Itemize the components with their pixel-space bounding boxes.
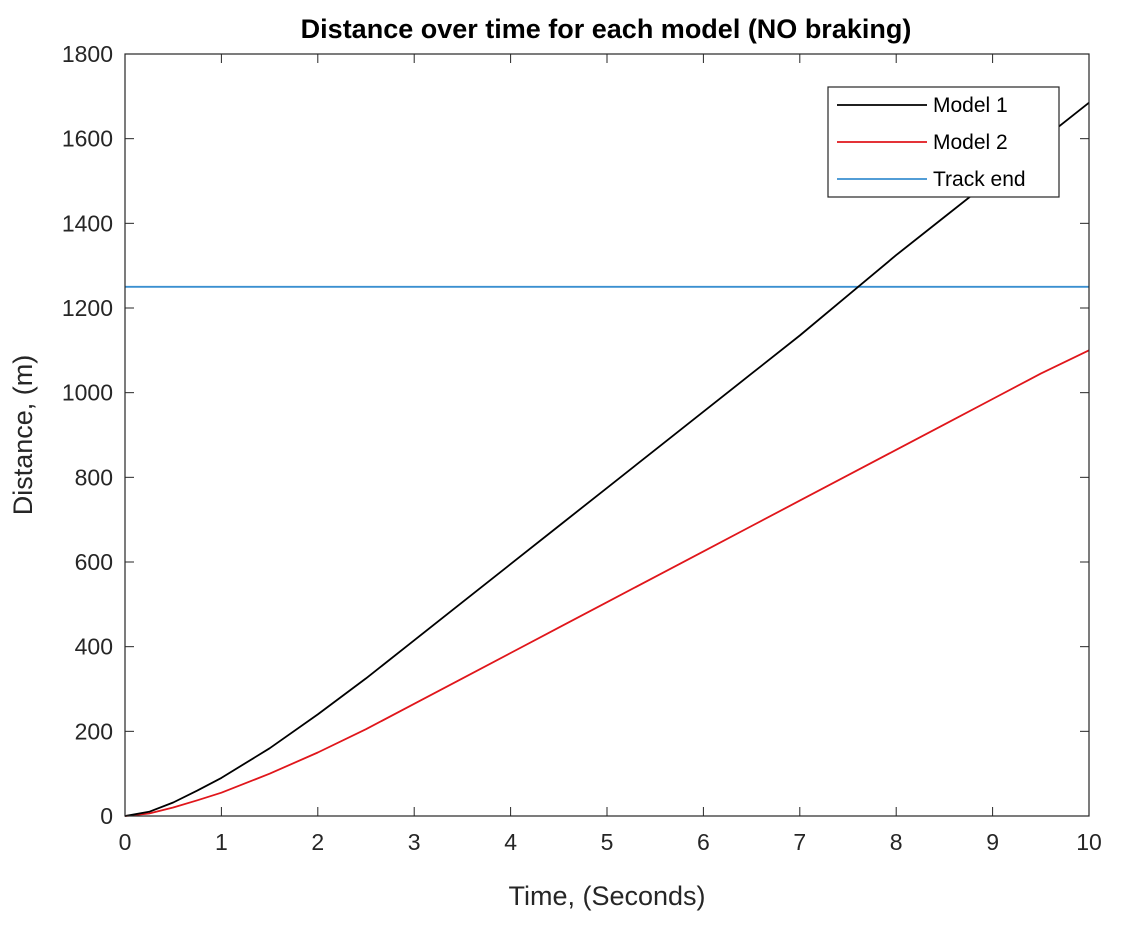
y-tick-label: 0 bbox=[100, 803, 113, 829]
x-tick-label: 9 bbox=[986, 829, 999, 855]
series-line-model-1 bbox=[124, 101, 1090, 817]
y-tick-label: 1800 bbox=[62, 41, 113, 67]
x-tick-label: 8 bbox=[890, 829, 903, 855]
x-axis-label: Time, (Seconds) bbox=[508, 881, 705, 911]
legend-label-model-1: Model 1 bbox=[933, 94, 1008, 117]
y-tick-label: 1600 bbox=[62, 126, 113, 152]
y-tick-label: 1000 bbox=[62, 380, 113, 406]
x-tick-label: 2 bbox=[311, 829, 324, 855]
legend: Model 1 Model 2 Track end bbox=[827, 86, 1060, 198]
legend-label-track-end: Track end bbox=[933, 168, 1026, 191]
ticks-layer: 0 1 2 3 4 5 6 7 8 9 10 0 200 400 600 800 1000 1200 1400 160… bbox=[62, 41, 1102, 855]
series-line-model-2 bbox=[124, 349, 1090, 817]
chart-title: Distance over time for each model (NO br… bbox=[301, 14, 912, 44]
x-tick-label: 0 bbox=[119, 829, 132, 855]
x-tick-label: 7 bbox=[793, 829, 806, 855]
y-tick-label: 800 bbox=[75, 464, 113, 490]
y-tick-label: 600 bbox=[75, 549, 113, 575]
y-tick-label: 1400 bbox=[62, 210, 113, 236]
x-tick-label: 10 bbox=[1076, 829, 1102, 855]
y-tick-label: 200 bbox=[75, 718, 113, 744]
series-layer bbox=[124, 101, 1090, 817]
x-tick-label: 3 bbox=[408, 829, 421, 855]
legend-label-model-2: Model 2 bbox=[933, 131, 1008, 154]
y-tick-label: 1200 bbox=[62, 295, 113, 321]
y-axis-label: Distance, (m) bbox=[8, 355, 38, 516]
x-tick-label: 4 bbox=[504, 829, 517, 855]
x-tick-label: 5 bbox=[601, 829, 614, 855]
y-tick-label: 400 bbox=[75, 634, 113, 660]
x-tick-label: 6 bbox=[697, 829, 710, 855]
x-tick-label: 1 bbox=[215, 829, 228, 855]
